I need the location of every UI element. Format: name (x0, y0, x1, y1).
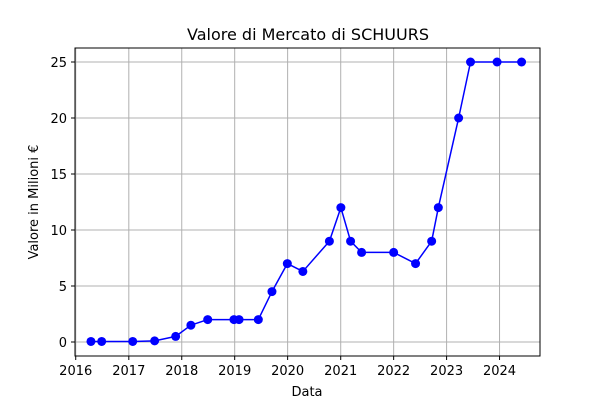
x-axis-ticks: 2016 2017 2018 2019 2020 2021 2022 2023 2024 (59, 356, 516, 379)
data-point (454, 113, 464, 123)
x-tick-label: 2018 (165, 364, 198, 379)
y-tick-label: 0 (59, 336, 67, 351)
data-point (298, 266, 308, 276)
data-point (97, 336, 107, 346)
x-tick-label: 2019 (218, 364, 251, 379)
data-point (389, 247, 399, 257)
chart-title: Valore di Mercato di SCHUURS (187, 25, 429, 44)
data-point (517, 57, 527, 67)
x-tick-label: 2017 (112, 364, 145, 379)
data-point (234, 315, 244, 325)
series-markers (86, 57, 527, 346)
data-point (128, 336, 138, 346)
x-tick-label: 2021 (324, 364, 357, 379)
data-point (282, 259, 292, 269)
data-point (267, 287, 277, 297)
y-tick-label: 20 (50, 112, 67, 127)
data-point (357, 247, 367, 257)
data-point (203, 315, 213, 325)
x-tick-label: 2022 (377, 364, 410, 379)
y-tick-label: 5 (59, 280, 67, 295)
data-point (253, 315, 263, 325)
x-tick-label: 2020 (271, 364, 304, 379)
x-axis-label: Data (291, 385, 322, 400)
data-point (86, 336, 96, 346)
data-point (433, 203, 443, 213)
x-tick-label: 2024 (483, 364, 516, 379)
y-tick-label: 10 (50, 224, 67, 239)
data-point (336, 203, 346, 213)
data-point (324, 236, 334, 246)
data-point (186, 320, 196, 330)
plot-frame (74, 47, 541, 357)
y-axis-label: Valore in Milioni € (27, 145, 42, 260)
y-tick-label: 15 (50, 168, 67, 183)
x-tick-label: 2023 (430, 364, 463, 379)
y-axis-ticks: 0 5 10 15 20 25 (50, 56, 75, 351)
data-point (411, 259, 421, 269)
data-point (171, 331, 181, 341)
data-point (492, 57, 502, 67)
data-point (150, 336, 160, 346)
grid (75, 48, 540, 356)
x-tick-label: 2016 (59, 364, 92, 379)
data-point (346, 236, 356, 246)
data-point (466, 57, 476, 67)
data-point (427, 236, 437, 246)
y-tick-label: 25 (50, 56, 67, 71)
